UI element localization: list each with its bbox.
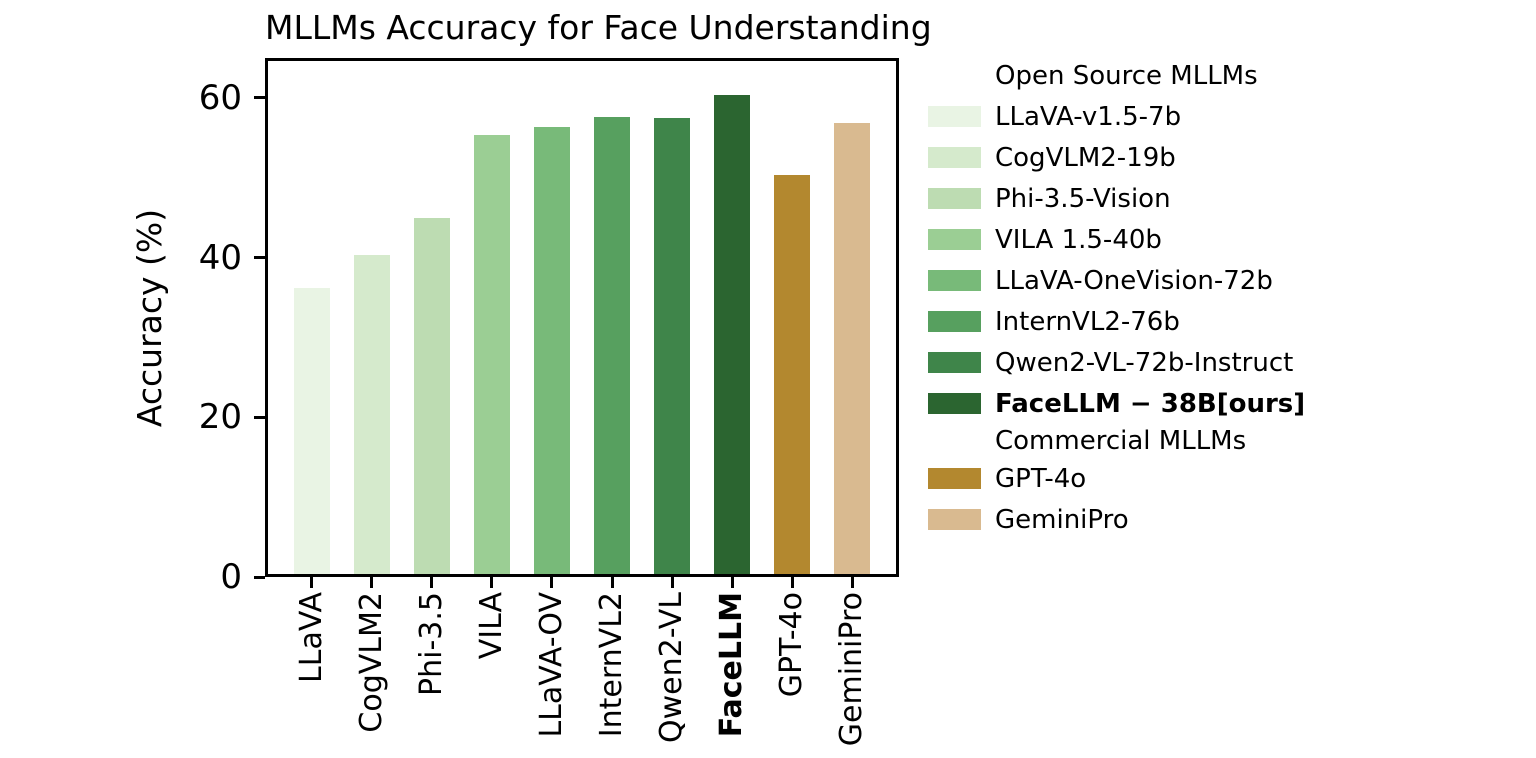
x-tick-label-FaceLLM: FaceLLM (714, 592, 750, 738)
legend-item: CogVLM2-19b (928, 137, 1348, 178)
x-tick (310, 577, 314, 588)
legend-swatch (928, 393, 981, 414)
legend-item: VILA 1.5-40b (928, 219, 1348, 260)
x-tick-label-Qwen2-VL: Qwen2-VL (654, 592, 690, 744)
legend-item-label: GPT-4o (995, 463, 1087, 494)
x-tick-label-CogVLM2: CogVLM2 (353, 592, 389, 733)
legend-swatch (928, 468, 981, 489)
x-tick (850, 577, 854, 588)
legend-item-label: FaceLLM − 38B[ours] (995, 388, 1306, 419)
bar-VILA (473, 134, 510, 577)
legend-section-header: Commercial MLLMs (928, 424, 1348, 458)
y-tick-label: 20 (198, 397, 242, 438)
y-tick (254, 415, 265, 419)
legend-item: Phi-3.5-Vision (928, 178, 1348, 219)
bar-LLaVA (293, 287, 330, 577)
legend-item-label: CogVLM2-19b (995, 142, 1176, 173)
x-tick (610, 577, 614, 588)
legend-item-label: VILA 1.5-40b (995, 224, 1162, 255)
legend-item-label: LLaVA-OneVision-72b (995, 265, 1273, 296)
y-tick-label: 0 (220, 557, 242, 597)
x-tick (490, 577, 494, 588)
legend-swatch (928, 106, 981, 127)
legend-swatch (928, 229, 981, 250)
legend-item: FaceLLM − 38B[ours] (928, 383, 1348, 424)
legend-swatch (928, 188, 981, 209)
legend-header-text: Open Source MLLMs (995, 60, 1258, 91)
x-tick-label-LLaVA-OV: LLaVA-OV (533, 592, 569, 738)
bar-GPT-4o (774, 174, 811, 577)
legend-item-label: Qwen2-VL-72b-Instruct (995, 347, 1294, 378)
legend-swatch (928, 270, 981, 291)
legend-item-label: LLaVA-v1.5-7b (995, 101, 1182, 132)
x-tick (730, 577, 734, 588)
bar-GeminiPro (834, 123, 871, 577)
y-tick-label: 60 (198, 77, 242, 118)
y-tick (254, 575, 265, 579)
legend-swatch (928, 509, 981, 530)
legend-item: GPT-4o (928, 458, 1348, 499)
x-tick-label-GeminiPro: GeminiPro (834, 592, 870, 747)
x-tick-label-InternVL2: InternVL2 (594, 592, 630, 738)
legend-item: LLaVA-v1.5-7b (928, 96, 1348, 137)
legend-swatch (928, 352, 981, 373)
bar-FaceLLM (714, 94, 751, 577)
legend-swatch (928, 147, 981, 168)
x-tick (670, 577, 674, 588)
bar-Phi-3.5 (413, 217, 450, 577)
chart-title: MLLMs Accuracy for Face Understanding (265, 8, 932, 47)
y-tick (254, 256, 265, 260)
legend-item: InternVL2-76b (928, 301, 1348, 342)
x-tick (550, 577, 554, 588)
legend-item: GeminiPro (928, 499, 1348, 540)
legend-item: Qwen2-VL-72b-Instruct (928, 342, 1348, 383)
x-tick (790, 577, 794, 588)
legend-section-header: Open Source MLLMs (928, 55, 1348, 96)
x-tick (430, 577, 434, 588)
legend-item: LLaVA-OneVision-72b (928, 260, 1348, 301)
legend-item-label: Phi-3.5-Vision (995, 183, 1171, 214)
x-tick-label-VILA: VILA (473, 592, 509, 660)
x-tick-label-LLaVA: LLaVA (293, 592, 329, 683)
legend-header-text: Commercial MLLMs (995, 426, 1247, 456)
x-tick (370, 577, 374, 588)
y-tick-label: 40 (198, 237, 242, 278)
bar-Qwen2-VL (654, 117, 691, 577)
legend: Open Source MLLMs LLaVA-v1.5-7b CogVLM2-19… (928, 55, 1348, 540)
legend-item-label: InternVL2-76b (995, 306, 1180, 337)
y-tick (254, 96, 265, 100)
bar-CogVLM2 (353, 255, 390, 577)
bar-InternVL2 (594, 117, 631, 577)
x-tick-label-Phi-3.5: Phi-3.5 (413, 592, 449, 696)
bar-LLaVA-OV (533, 127, 570, 577)
legend-item-label: GeminiPro (995, 504, 1129, 535)
legend-swatch (928, 311, 981, 332)
x-tick-label-GPT-4o: GPT-4o (774, 592, 810, 698)
